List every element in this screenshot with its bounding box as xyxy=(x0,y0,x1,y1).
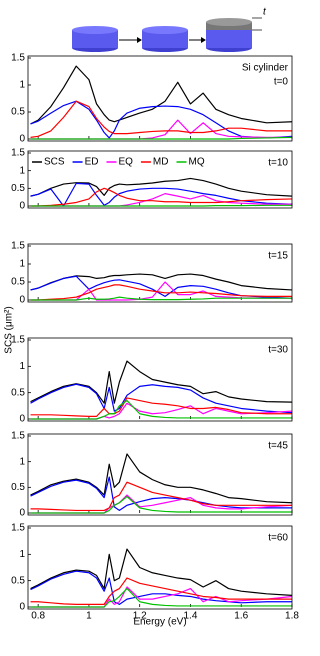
arrow-head xyxy=(137,37,142,43)
legend-label: MQ xyxy=(188,157,204,168)
y-tick-label: 0 xyxy=(19,201,25,212)
annotation: Si cylinder xyxy=(242,63,289,74)
y-tick-label: 1 xyxy=(19,549,25,560)
series-line xyxy=(30,399,292,420)
y-tick-label: 0 xyxy=(19,602,25,613)
series-line xyxy=(30,587,292,608)
series-line xyxy=(30,296,292,301)
series-line xyxy=(30,204,292,207)
x-tick-label: 0.8 xyxy=(31,611,45,622)
y-tick-label: 0 xyxy=(19,414,25,425)
series-line xyxy=(30,100,292,138)
annotation: t=0 xyxy=(274,77,289,88)
plot-frame xyxy=(27,337,293,422)
series-line xyxy=(30,273,293,291)
series-line xyxy=(30,284,292,301)
legend-label: MD xyxy=(153,157,169,168)
y-tick-label: 1.5 xyxy=(11,431,25,442)
x-tick-label: 1 xyxy=(86,611,92,622)
x-tick-label: 1.2 xyxy=(133,611,147,622)
series-line xyxy=(30,453,293,504)
plot-frame xyxy=(27,243,293,303)
y-tick-label: 0 xyxy=(19,295,25,306)
y-tick-label: 0.5 xyxy=(11,183,25,194)
series-line xyxy=(30,495,292,514)
plot-frame xyxy=(27,55,293,142)
y-tick-label: 0 xyxy=(19,508,25,519)
series-line xyxy=(30,65,293,125)
schematic: t xyxy=(72,7,267,52)
x-tick-label: 1.4 xyxy=(184,611,198,622)
y-tick-label: 1.5 xyxy=(11,53,25,64)
series-line xyxy=(30,177,293,197)
y-tick-label: 1 xyxy=(19,165,25,176)
y-tick-label: 0.5 xyxy=(11,107,25,118)
cylinder-body xyxy=(206,30,252,48)
shell-top xyxy=(206,18,252,26)
series-line xyxy=(30,187,293,207)
y-tick-label: 1.5 xyxy=(11,148,25,159)
y-tick-label: 0 xyxy=(19,134,25,145)
y-tick-label: 1 xyxy=(19,259,25,270)
x-tick-label: 1.8 xyxy=(285,611,299,622)
cylinder-body xyxy=(72,30,118,48)
x-axis-label: Energy (eV) xyxy=(133,617,186,628)
cylinder-top xyxy=(72,26,118,34)
y-tick-label: 0.5 xyxy=(11,482,25,493)
plot-frame xyxy=(27,433,293,516)
series-line xyxy=(30,360,293,404)
annotation: t=45 xyxy=(268,441,288,452)
y-tick-label: 0.5 xyxy=(11,575,25,586)
arrow-head xyxy=(201,37,206,43)
series-line xyxy=(30,548,293,597)
series-line xyxy=(30,570,292,605)
thickness-label: t xyxy=(263,7,267,18)
y-tick-label: 1.5 xyxy=(11,335,25,346)
series-line xyxy=(30,100,293,139)
plot-frame xyxy=(27,150,293,209)
cylinder-body xyxy=(142,30,188,48)
cylinder-top xyxy=(142,26,188,34)
annotation: t=30 xyxy=(268,345,288,356)
y-axis-label: SCS (μm²) xyxy=(4,306,15,353)
x-tick-label: 1.6 xyxy=(234,611,248,622)
y-tick-label: 0.5 xyxy=(11,277,25,288)
y-tick-label: 0.5 xyxy=(11,387,25,398)
y-tick-label: 1 xyxy=(19,361,25,372)
legend-label: ED xyxy=(85,157,99,168)
series-line xyxy=(30,275,293,299)
series-line xyxy=(30,182,293,207)
y-tick-label: 1.5 xyxy=(11,523,25,534)
annotation: t=15 xyxy=(268,251,288,262)
legend-label: SCS xyxy=(44,157,65,168)
y-tick-label: 1 xyxy=(19,456,25,467)
legend-label: EQ xyxy=(118,157,133,168)
y-tick-label: 1 xyxy=(19,80,25,91)
annotation: t=60 xyxy=(268,533,288,544)
plot-frame xyxy=(27,525,293,610)
series-line xyxy=(30,577,292,605)
series-line xyxy=(30,397,292,417)
series-line xyxy=(30,383,293,414)
y-tick-label: 1.5 xyxy=(11,241,25,252)
series-line xyxy=(30,481,292,512)
annotation: t=10 xyxy=(268,158,288,169)
series-line xyxy=(30,136,293,140)
